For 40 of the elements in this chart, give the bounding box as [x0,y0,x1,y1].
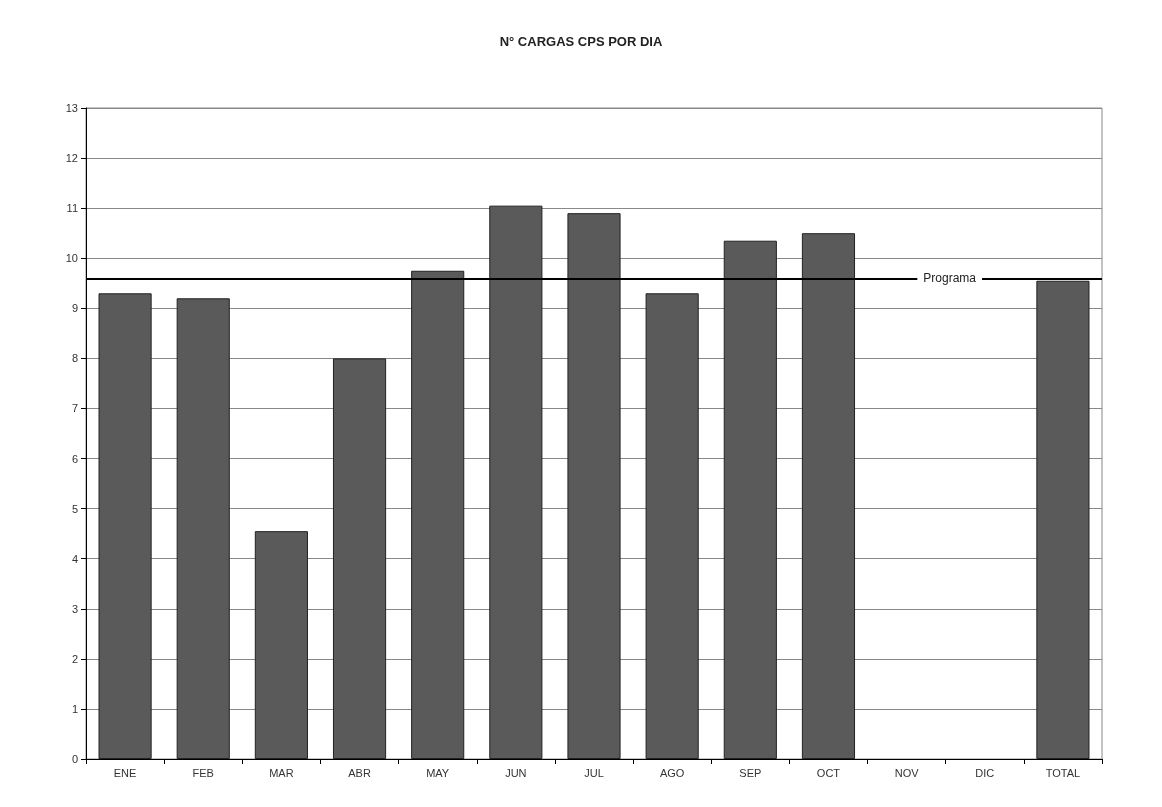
x-tick-label: NOV [894,766,920,779]
x-tick-label: SEP [739,766,762,779]
y-tick-label: 5 [71,502,78,515]
bar [332,358,387,759]
y-tick-label: 13 [65,102,78,114]
x-tick-label: ENE [113,766,137,779]
x-tick-label: TOTAL [1045,766,1081,779]
y-tick-label: 10 [65,252,78,265]
y-tick-label: 8 [71,352,78,365]
x-tick-label: DIC [975,766,995,779]
bar [801,233,856,759]
y-tick-label: 3 [71,602,78,615]
bar [489,205,543,759]
bar [567,213,621,759]
y-tick-label: 12 [65,152,78,165]
y-tick-label: 7 [71,402,78,415]
x-tick-label: OCT [816,766,841,779]
bar [176,298,230,759]
x-tick-label: FEB [192,766,214,779]
bar [1036,280,1090,759]
x-tick-label: JUL [584,766,604,779]
y-tick-label: 4 [71,552,78,565]
y-tick-label: 1 [71,702,78,715]
bar [254,531,308,759]
y-tick-label: 11 [66,202,78,215]
bar [411,270,465,759]
y-tick-label: 0 [71,753,78,765]
y-tick-label: 9 [71,302,78,315]
bar [723,240,777,759]
x-tick-label: ABR [348,766,371,779]
y-tick-label: 6 [71,452,78,465]
x-tick-label: MAY [426,766,450,779]
chart-title: N° CARGAS CPS POR DIA [499,34,663,49]
bar [98,293,152,759]
x-tick-label: AGO [659,766,685,779]
ref-line-label: Programa [923,271,977,286]
x-tick-label: MAR [269,766,294,779]
x-tick-label: JUN [505,766,527,779]
y-tick-label: 2 [71,652,78,665]
bar [645,293,699,759]
